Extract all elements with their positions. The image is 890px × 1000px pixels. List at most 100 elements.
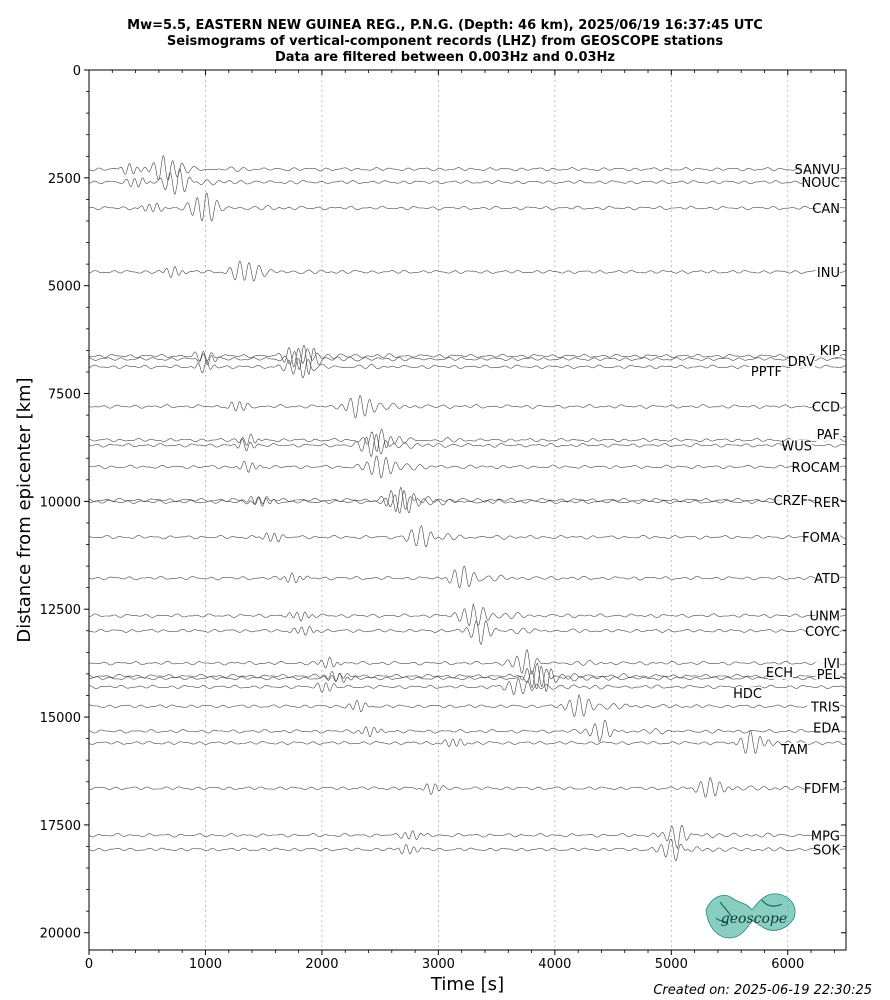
- y-axis-label: Distance from epicenter [km]: [14, 377, 35, 642]
- y-tick-label: 0: [73, 64, 81, 79]
- trace-paf: [89, 428, 846, 452]
- y-tick-label: 2500: [48, 172, 81, 187]
- station-label-bg: [815, 609, 840, 623]
- x-tick-label: 1000: [189, 957, 222, 972]
- station-label-bg: [815, 400, 840, 414]
- station-label-rocam: ROCAM: [792, 461, 840, 476]
- y-tick-label: 12500: [40, 603, 81, 618]
- trace-ivi: [89, 648, 846, 675]
- x-tick-label: 3000: [422, 957, 455, 972]
- traces-group: [89, 155, 846, 862]
- x-tick-label: 5000: [655, 957, 688, 972]
- trace-mpg: [89, 825, 846, 850]
- chart-title-line-1: Mw=5.5, EASTERN NEW GUINEA REG., P.N.G. …: [127, 18, 763, 33]
- station-label-bg: [815, 657, 840, 671]
- station-label-kip: KIP: [820, 344, 840, 359]
- trace-rer: [89, 490, 846, 514]
- station-label-bg: [768, 666, 793, 680]
- station-label-wus: WUS: [781, 439, 812, 454]
- station-label-can: CAN: [812, 202, 840, 217]
- station-label-bg: [807, 531, 840, 545]
- station-label-coyc: COYC: [805, 625, 840, 640]
- station-label-pptf: PPTF: [751, 365, 782, 380]
- trace-pel: [89, 665, 846, 692]
- chart-title-line-2: Seismograms of vertical-component record…: [166, 34, 724, 49]
- trace-sok: [89, 838, 846, 862]
- x-tick-label: 4000: [538, 957, 571, 972]
- trace-eda: [89, 719, 846, 743]
- station-label-drv: DRV: [788, 355, 815, 370]
- station-label-bg: [799, 460, 840, 474]
- station-label-tam: TAM: [780, 743, 808, 758]
- trace-can: [89, 192, 846, 222]
- station-label-pel: PEL: [817, 668, 841, 683]
- station-label-bg: [815, 829, 840, 843]
- trace-nouc: [89, 167, 846, 195]
- station-label-atd: ATD: [814, 572, 840, 587]
- trace-rocam: [89, 455, 846, 479]
- y-tick-label: 20000: [40, 927, 81, 942]
- station-label-unm: UNM: [810, 610, 840, 625]
- x-tick-label: 2000: [305, 957, 338, 972]
- station-label-fdfm: FDFM: [804, 782, 840, 797]
- trace-tris: [89, 694, 846, 717]
- station-label-bg: [737, 686, 762, 700]
- station-label-bg: [807, 176, 840, 190]
- station-label-bg: [749, 364, 782, 378]
- station-label-bg: [775, 494, 808, 508]
- station-label-bg: [807, 624, 840, 638]
- trace-kip: [89, 347, 846, 368]
- station-label-rer: RER: [814, 496, 840, 511]
- trace-coyc: [89, 620, 846, 645]
- station-label-sanvu: SANVU: [794, 163, 840, 178]
- station-label-foma: FOMA: [802, 531, 840, 546]
- station-label-eda: EDA: [813, 721, 840, 736]
- station-label-bg: [815, 428, 840, 442]
- station-label-bg: [815, 843, 840, 857]
- trace-unm: [89, 603, 846, 627]
- trace-ccd: [89, 394, 846, 419]
- station-label-crzf: CRZF: [774, 494, 809, 509]
- station-label-bg: [815, 721, 840, 735]
- station-label-hdc: HDC: [733, 687, 762, 702]
- trace-inu: [89, 260, 846, 282]
- station-label-bg: [799, 163, 840, 177]
- geoscope-logo-text: geoscope: [721, 911, 787, 927]
- trace-foma: [89, 525, 846, 548]
- y-tick-label: 17500: [40, 819, 81, 834]
- geoscope-logo: geoscope: [705, 893, 796, 939]
- trace-drv: [89, 345, 846, 375]
- trace-crzf: [89, 486, 846, 513]
- created-timestamp: Created on: 2025-06-19 22:30:25: [653, 983, 872, 998]
- station-label-ech: ECH: [766, 666, 793, 681]
- x-tick-label: 0: [85, 957, 93, 972]
- station-label-bg: [815, 572, 840, 586]
- station-label-inu: INU: [817, 266, 840, 281]
- station-label-bg: [783, 742, 808, 756]
- chart-title-line-3: Data are filtered between 0.003Hz and 0.…: [274, 50, 616, 65]
- station-label-sok: SOK: [813, 843, 840, 858]
- station-label-bg: [815, 668, 840, 682]
- station-label-bg: [790, 355, 815, 369]
- y-tick-label: 7500: [48, 388, 81, 403]
- station-label-bg: [787, 439, 812, 453]
- station-label-mpg: MPG: [811, 829, 840, 844]
- trace-sanvu: [89, 155, 846, 181]
- plot-frame: [88, 69, 847, 951]
- station-label-nouc: NOUC: [801, 176, 840, 191]
- trace-tam: [89, 729, 846, 755]
- station-label-bg: [815, 344, 840, 357]
- station-label-tris: TRIS: [810, 700, 840, 715]
- y-tick-label: 15000: [40, 711, 81, 726]
- trace-pptf: [89, 357, 846, 379]
- trace-wus: [89, 433, 846, 458]
- station-label-bg: [815, 265, 840, 279]
- trace-hdc: [89, 678, 846, 695]
- y-tick-label: 10000: [40, 495, 81, 510]
- station-label-paf: PAF: [817, 428, 840, 443]
- station-label-bg: [815, 202, 840, 216]
- trace-atd: [89, 565, 846, 589]
- trace-ech: [89, 662, 846, 689]
- trace-fdfm: [89, 776, 846, 798]
- station-label-ccd: CCD: [812, 400, 840, 415]
